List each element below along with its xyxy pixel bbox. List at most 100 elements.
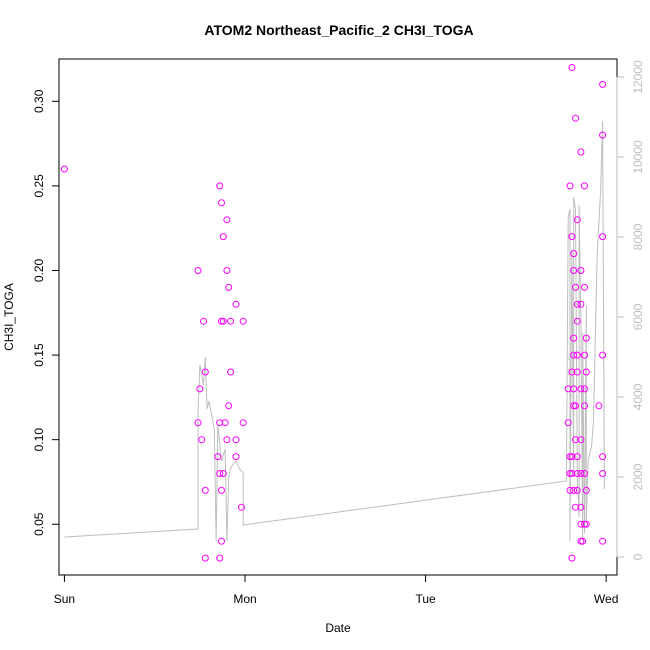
chart-title: ATOM2 Northeast_Pacific_2 CH3I_TOGA xyxy=(204,22,473,38)
data-point xyxy=(216,470,224,477)
data-point xyxy=(218,199,225,207)
data-point xyxy=(227,317,235,325)
data-point xyxy=(239,419,247,427)
data-point xyxy=(570,486,578,494)
data-point xyxy=(564,419,572,427)
y2-tick-label: 0 xyxy=(631,553,645,560)
data-point xyxy=(573,216,581,224)
data-point xyxy=(582,520,590,528)
data-point xyxy=(219,470,227,477)
data-point xyxy=(225,402,233,410)
data-point xyxy=(570,351,578,359)
data-point xyxy=(232,300,240,308)
data-point xyxy=(221,419,229,427)
data-point xyxy=(595,402,603,410)
data-point xyxy=(568,64,576,71)
y-tick-label: 0.30 xyxy=(32,89,46,113)
y2-tick-label: 2000 xyxy=(631,463,645,490)
data-point xyxy=(570,267,578,274)
y-tick-label: 0.20 xyxy=(32,258,46,282)
altitude-line-series xyxy=(64,120,605,542)
y-axis: 0.05 0.10 0.15 0.20 0.25 0.30 xyxy=(32,89,60,536)
data-point xyxy=(579,537,587,545)
data-point xyxy=(573,351,581,359)
altitude-line xyxy=(64,120,605,542)
data-point xyxy=(218,537,225,545)
data-point xyxy=(568,453,576,461)
data-point xyxy=(599,470,607,477)
data-point xyxy=(227,368,235,376)
data-point xyxy=(568,233,576,241)
x-axis: Sun Mon Tue Wed xyxy=(54,574,618,606)
data-point xyxy=(572,283,579,291)
data-point xyxy=(577,300,585,308)
data-point xyxy=(216,419,224,427)
data-point xyxy=(577,148,585,156)
data-point xyxy=(599,351,607,359)
data-point xyxy=(577,470,585,477)
x-axis-label: Date xyxy=(325,621,351,635)
data-point xyxy=(570,334,578,342)
data-point xyxy=(577,520,585,528)
y2-tick-label: 8000 xyxy=(631,223,645,250)
data-point xyxy=(225,283,233,291)
data-point xyxy=(223,216,231,224)
x-tick-label: Wed xyxy=(594,592,618,606)
y2-tick-label: 12000 xyxy=(631,60,645,94)
data-point xyxy=(599,233,607,241)
x-tick-label: Sun xyxy=(54,592,75,606)
data-point xyxy=(566,486,574,494)
data-point xyxy=(219,233,227,241)
data-point xyxy=(201,486,209,494)
data-point xyxy=(568,368,576,376)
x-tick-label: Tue xyxy=(415,592,436,606)
data-point xyxy=(194,267,202,274)
data-point xyxy=(218,486,225,494)
data-point xyxy=(194,419,202,427)
y-tick-label: 0.05 xyxy=(32,512,46,536)
data-point xyxy=(566,182,574,190)
data-point xyxy=(581,283,588,291)
y2-tick-label: 10000 xyxy=(631,140,645,174)
data-point xyxy=(573,486,581,494)
data-point xyxy=(216,554,224,562)
y-tick-label: 0.25 xyxy=(32,174,46,198)
data-point xyxy=(237,503,245,511)
data-point xyxy=(568,470,576,477)
x-tick-label: Mon xyxy=(233,592,256,606)
data-point xyxy=(573,453,581,461)
data-point xyxy=(581,385,588,393)
data-point xyxy=(218,317,225,325)
data-point xyxy=(599,453,607,461)
y-axis-label: CH3I_TOGA xyxy=(2,283,16,351)
data-point xyxy=(232,436,240,444)
data-point xyxy=(201,368,209,376)
data-point xyxy=(566,470,574,477)
data-point xyxy=(572,402,579,410)
y2-tick-label: 4000 xyxy=(631,383,645,410)
data-point xyxy=(60,165,68,173)
data-point xyxy=(582,334,590,342)
data-point xyxy=(214,453,222,461)
data-point xyxy=(581,470,588,477)
data-point xyxy=(582,368,590,376)
data-point xyxy=(216,182,224,190)
data-point xyxy=(232,453,240,461)
data-point xyxy=(577,503,585,511)
data-point xyxy=(573,317,581,325)
y-tick-label: 0.10 xyxy=(32,428,46,452)
points-series xyxy=(60,64,607,562)
data-point xyxy=(572,436,579,444)
data-point xyxy=(573,368,581,376)
data-point xyxy=(239,317,247,325)
data-point xyxy=(577,436,585,444)
plot-frame xyxy=(58,58,618,576)
data-point xyxy=(581,351,588,359)
data-point xyxy=(581,182,588,190)
data-point xyxy=(223,436,231,444)
y2-axis: 0 2000 4000 6000 8000 10000 12000 xyxy=(616,60,645,560)
data-point xyxy=(582,486,590,494)
data-point xyxy=(572,114,579,122)
y2-tick-label: 6000 xyxy=(631,303,645,330)
